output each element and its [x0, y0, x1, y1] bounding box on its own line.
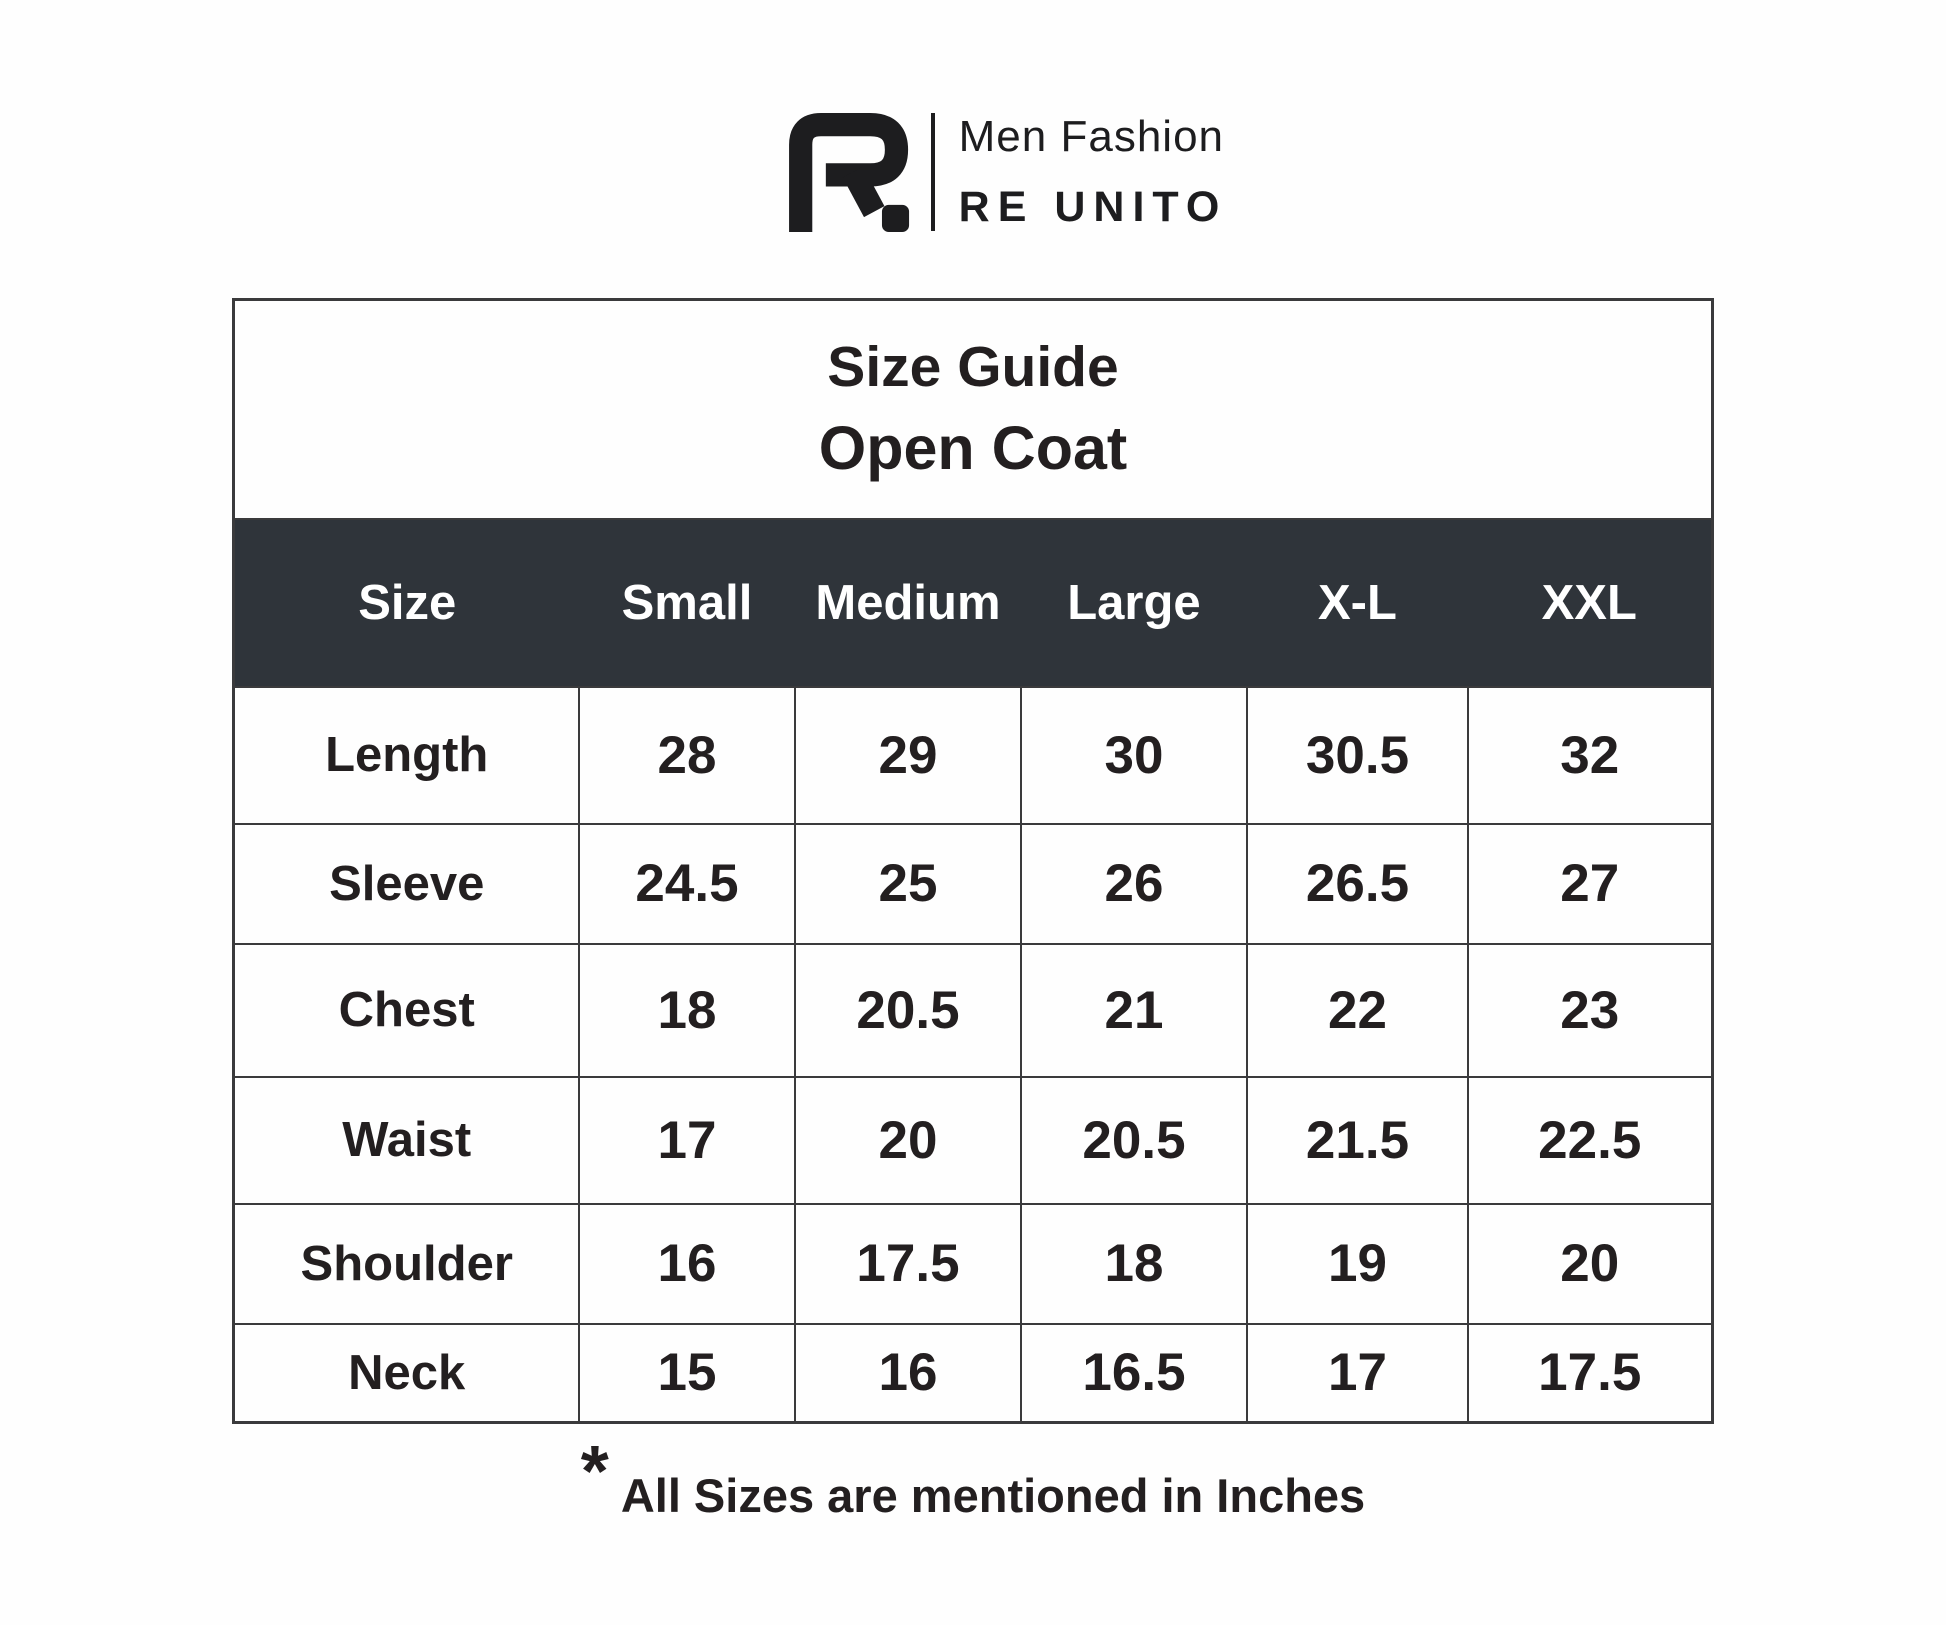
size-guide-title: Size Guide: [827, 335, 1119, 400]
column-header-small: Small: [578, 517, 795, 688]
row-label-sleeve: Sleeve: [232, 822, 580, 945]
neck-small-value: 15: [577, 1322, 796, 1424]
length-xl-value: 30.5: [1245, 685, 1469, 825]
table-row-length: Length 28 29 30 30.5 32: [232, 685, 1714, 825]
table-row-neck: Neck 15 16 16.5 17 17.5: [232, 1322, 1714, 1424]
waist-medium-value: 20: [793, 1075, 1022, 1205]
brand-logo-icon: [787, 112, 915, 232]
waist-large-value: 20.5: [1019, 1075, 1248, 1205]
sleeve-medium-value: 25: [793, 822, 1022, 945]
waist-xl-value: 21.5: [1245, 1075, 1469, 1205]
table-row-sleeve: Sleeve 24.5 25 26 26.5 27: [232, 822, 1714, 945]
chest-medium-value: 20.5: [793, 942, 1022, 1078]
product-name: Open Coat: [818, 414, 1128, 483]
length-xxl-value: 32: [1466, 685, 1714, 825]
shoulder-medium-value: 17.5: [793, 1202, 1022, 1325]
row-label-neck: Neck: [232, 1322, 580, 1424]
table-header-row: Size Small Medium Large X-L XXL: [233, 517, 1713, 688]
chest-large-value: 21: [1019, 942, 1248, 1078]
sleeve-xxl-value: 27: [1466, 822, 1714, 945]
neck-xl-value: 17: [1245, 1322, 1469, 1424]
neck-medium-value: 16: [793, 1322, 1022, 1424]
brand-wordmark: Men Fashion RE UNITO: [959, 115, 1228, 229]
row-label-waist: Waist: [232, 1075, 580, 1205]
table-title-cell: Size Guide Open Coat: [232, 298, 1714, 520]
table-row-chest: Chest 18 20.5 21 22 23: [232, 942, 1714, 1078]
shoulder-large-value: 18: [1019, 1202, 1248, 1325]
chest-xl-value: 22: [1245, 942, 1469, 1078]
length-medium-value: 29: [793, 685, 1022, 825]
logo-divider: [930, 113, 935, 231]
shoulder-xl-value: 19: [1245, 1202, 1469, 1325]
brand-header: Men Fashion RE UNITO: [34, 0, 1946, 232]
table-row-shoulder: Shoulder 16 17.5 18 19 20: [232, 1202, 1714, 1325]
footnote: * All Sizes are mentioned in Inches: [0, 1436, 1946, 1523]
length-large-value: 30: [1019, 685, 1248, 825]
column-header-xl: X-L: [1246, 517, 1468, 688]
column-header-medium: Medium: [794, 517, 1021, 688]
sleeve-large-value: 26: [1019, 822, 1248, 945]
waist-xxl-value: 22.5: [1466, 1075, 1714, 1205]
row-label-shoulder: Shoulder: [232, 1202, 580, 1325]
asterisk: *: [580, 1432, 609, 1512]
neck-xxl-value: 17.5: [1466, 1322, 1714, 1424]
shoulder-xxl-value: 20: [1466, 1202, 1714, 1325]
footnote-text: All Sizes are mentioned in Inches: [620, 1469, 1366, 1522]
column-header-large: Large: [1020, 517, 1247, 688]
size-guide-table: Size Guide Open Coat Size Small Medium L…: [232, 298, 1714, 1424]
brand-name: RE UNITO: [958, 183, 1228, 231]
column-header-size: Size: [233, 517, 579, 688]
length-small-value: 28: [577, 685, 796, 825]
row-label-length: Length: [232, 685, 580, 825]
row-label-chest: Chest: [232, 942, 580, 1078]
brand-tagline: Men Fashion: [958, 112, 1225, 161]
column-header-xxl: XXL: [1467, 517, 1713, 688]
sleeve-small-value: 24.5: [577, 822, 796, 945]
chest-xxl-value: 23: [1466, 942, 1714, 1078]
shoulder-small-value: 16: [577, 1202, 796, 1325]
table-row-waist: Waist 17 20 20.5 21.5 22.5: [232, 1075, 1714, 1205]
neck-large-value: 16.5: [1019, 1322, 1248, 1424]
chest-small-value: 18: [577, 942, 796, 1078]
sleeve-xl-value: 26.5: [1245, 822, 1469, 945]
table-title-row: Size Guide Open Coat: [232, 298, 1714, 520]
waist-small-value: 17: [577, 1075, 796, 1205]
